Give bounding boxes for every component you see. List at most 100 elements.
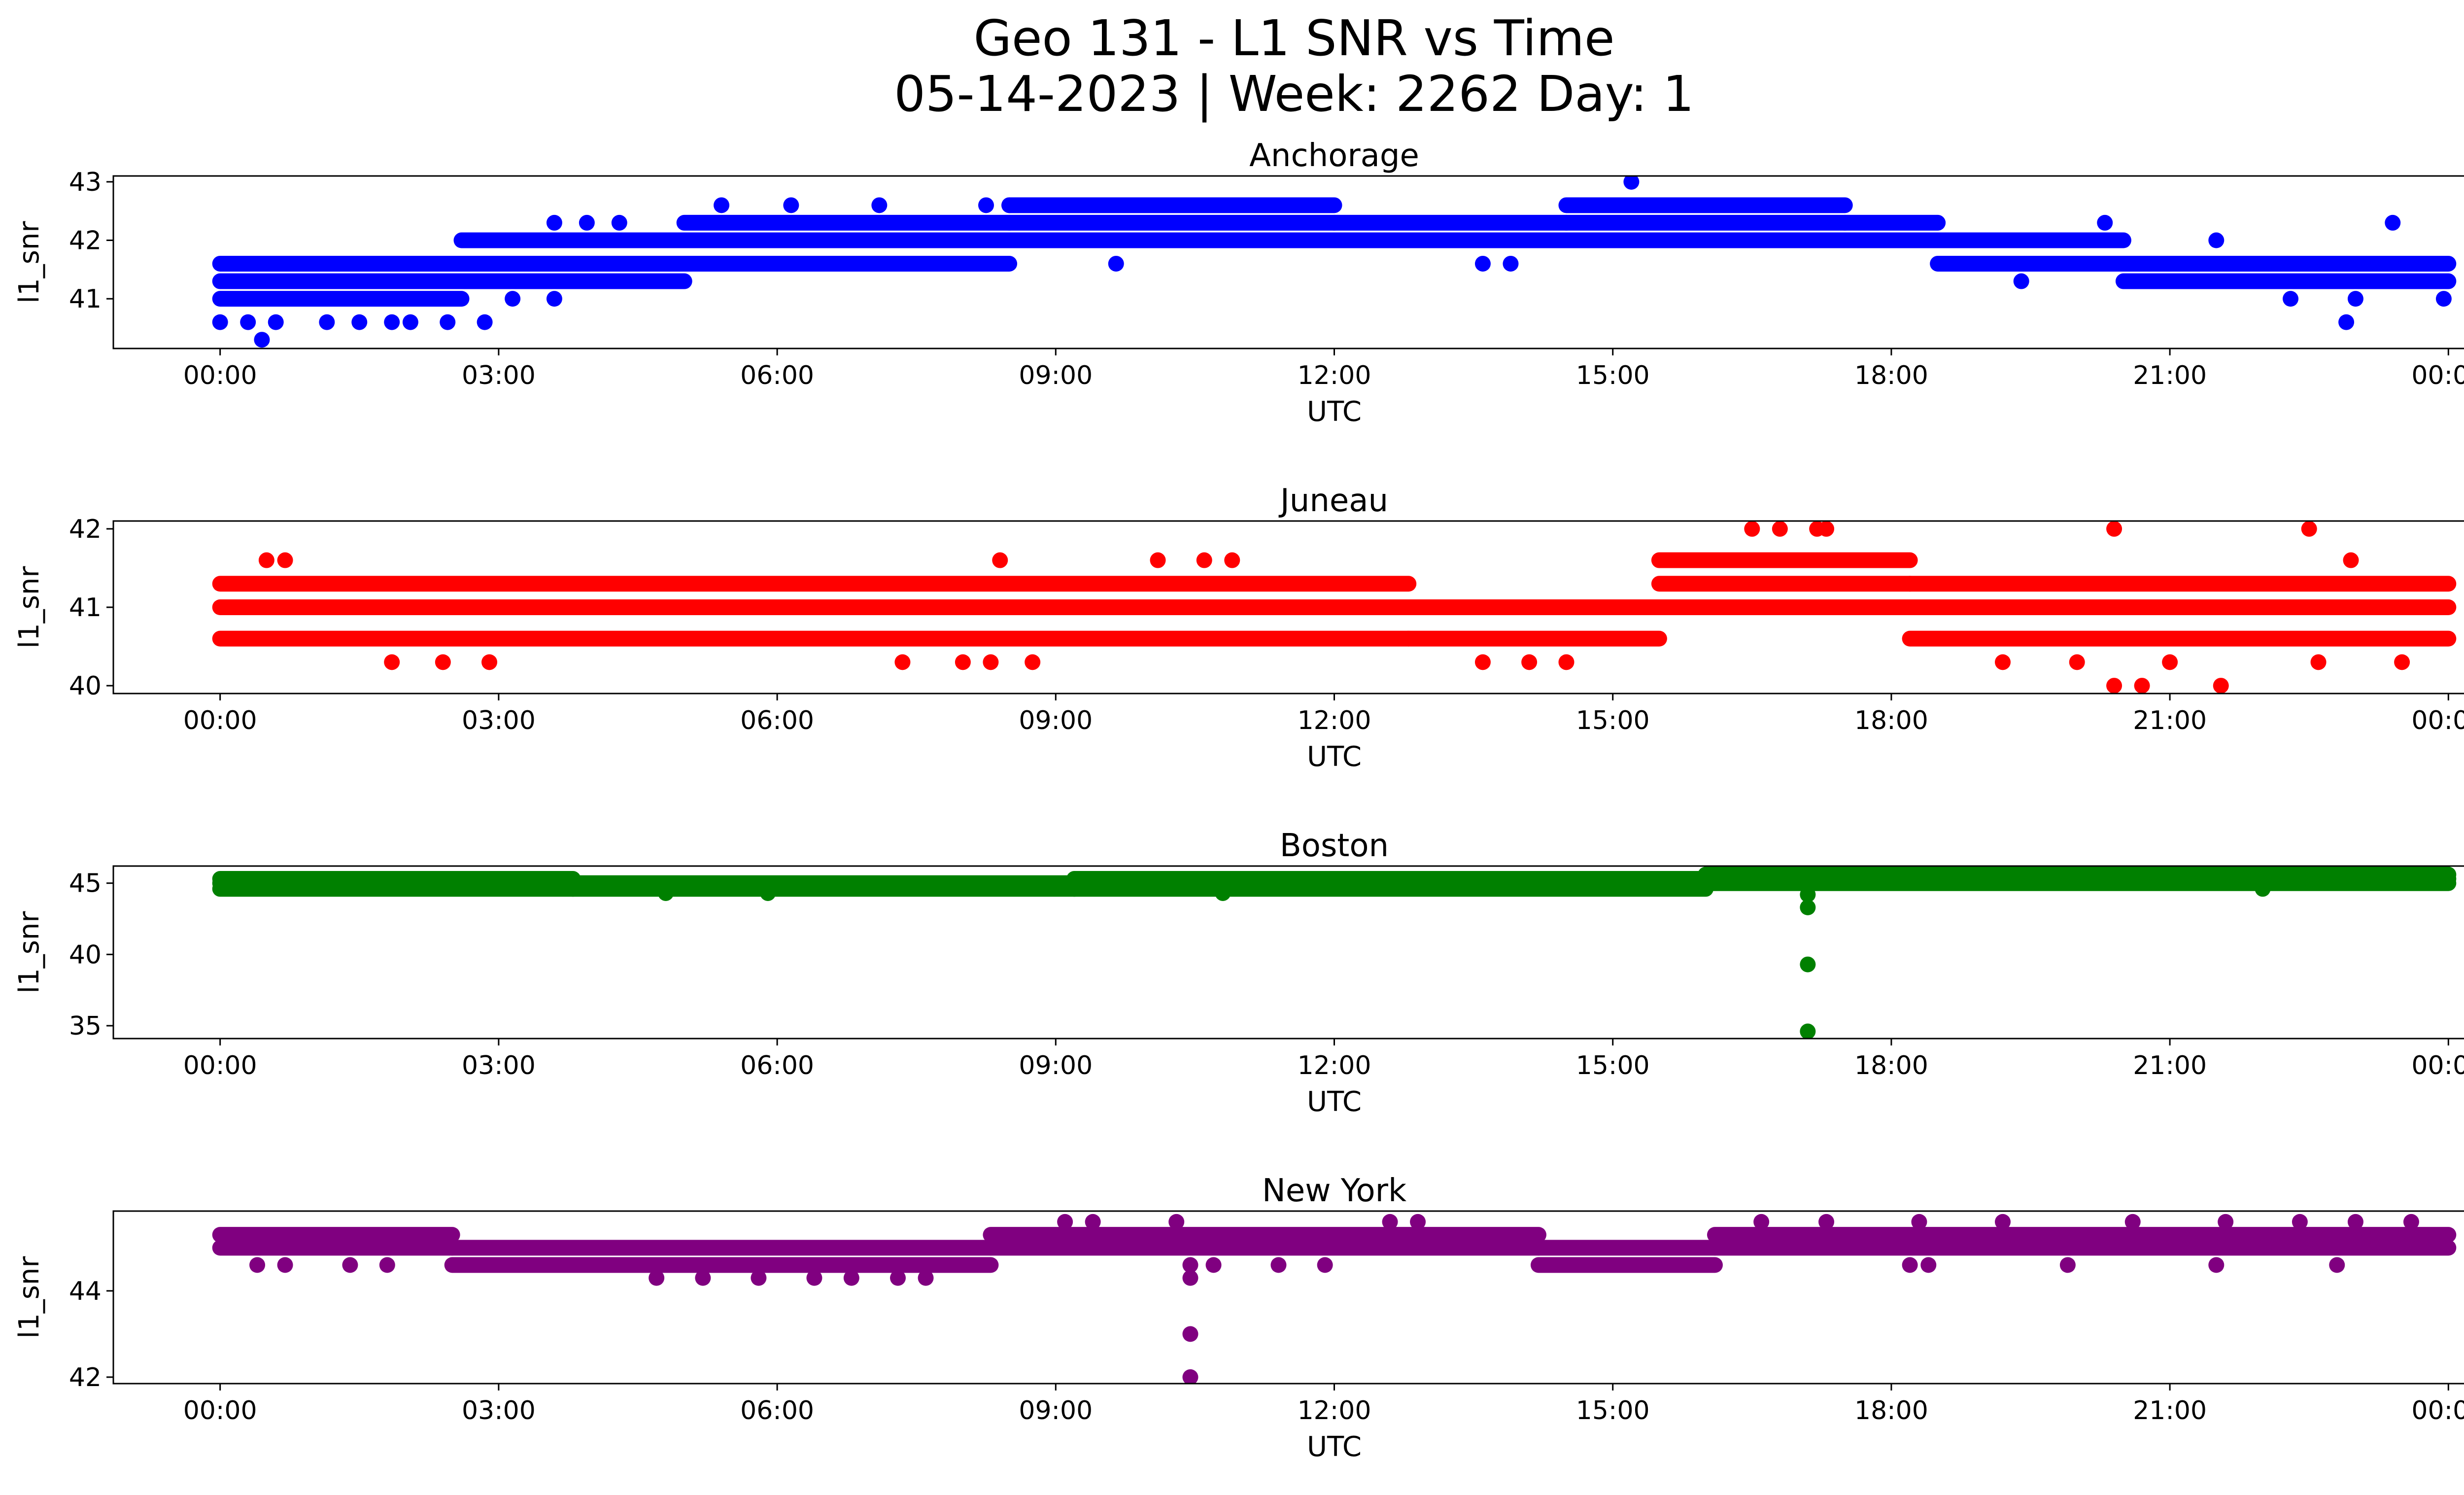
data-point [2106,678,2122,694]
y-axis-label: l1_snr [13,911,45,994]
x-tick-label: 00:00 [2411,1051,2464,1080]
data-point-band [1651,552,1918,568]
data-point [890,1270,906,1286]
data-point-band [1930,255,2131,272]
x-tick-label: 00:00 [2411,706,2464,735]
y-tick-label: 42 [69,226,102,256]
data-point [1503,255,1519,272]
data-point [611,214,627,231]
data-point [695,1270,711,1286]
data-point-band [1326,232,1574,248]
y-axis-label: l1_snr [13,566,45,649]
data-point [714,197,730,213]
data-point [1995,1214,2011,1230]
data-point [2385,214,2401,231]
data-point-band [983,1227,1546,1243]
x-tick-label: 12:00 [1298,706,1371,735]
x-tick-label: 06:00 [740,706,814,735]
data-point [2208,232,2224,248]
data-point [402,314,418,330]
x-tick-label: 15:00 [1576,361,1650,390]
y-axis-label: l1_snr [13,1256,45,1339]
data-series [212,867,2457,1039]
data-point-band [1066,871,1714,887]
data-point-band [212,1227,460,1243]
data-point-band [983,1240,1546,1256]
x-tick-label: 15:00 [1576,1051,1650,1080]
y-tick-label: 42 [69,1363,102,1392]
data-point [268,314,284,330]
x-axis-label: UTC [1307,1086,1362,1118]
data-point [277,1257,293,1273]
y-tick-label: 35 [69,1011,102,1041]
x-tick-label: 00:00 [2411,1396,2464,1425]
data-point-band [1707,1240,2457,1256]
data-point [240,314,256,330]
x-tick-label: 00:00 [2411,361,2464,390]
data-point [254,332,270,348]
data-point-band [2115,255,2457,272]
x-tick-label: 21:00 [2133,361,2207,390]
x-tick-label: 18:00 [1854,706,1928,735]
data-point [2106,521,2122,537]
data-point [1168,1214,1185,1230]
data-point [992,552,1008,568]
panel-title: Anchorage [1249,138,1419,174]
x-tick-label: 09:00 [1019,1051,1093,1080]
data-point [2394,654,2410,670]
data-point [657,885,674,901]
y-tick-label: 44 [69,1277,102,1306]
data-point-band [1902,576,2457,592]
data-point [2329,1257,2345,1273]
x-tick-label: 06:00 [740,1396,814,1425]
x-tick-label: 03:00 [462,1051,536,1080]
figure-title-line1: Geo 131 - L1 SNR vs Time [974,9,1615,67]
chart-panel-juneau: Juneau 00:00 03:00 06:00 09:00 12:00 15:00 18:0… [13,483,2464,773]
x-tick-label: 06:00 [740,1051,814,1080]
data-point [843,1270,859,1286]
data-point [1382,1214,1398,1230]
data-point [579,214,595,231]
data-point [2134,678,2150,694]
data-point [1182,1270,1198,1286]
chart-panel-boston: Boston 00:00 03:00 06:00 09:00 12:00 15:00 18:0… [13,828,2464,1118]
data-point-band [1558,214,1853,231]
data-point [783,197,799,213]
data-point [2218,1214,2234,1230]
data-point [751,1270,767,1286]
y-tick-label: 42 [69,515,102,544]
data-point [894,654,911,670]
x-tick-label: 00:00 [183,1051,257,1080]
data-point [1025,654,1041,670]
data-point [806,1270,822,1286]
data-point [435,654,451,670]
data-point [258,552,274,568]
y-tick-label: 41 [69,284,102,314]
data-point [1057,1214,1073,1230]
data-point [1150,552,1166,568]
x-axis-label: UTC [1307,396,1362,428]
data-point [1108,255,1124,272]
x-axis-label: UTC [1307,1431,1362,1463]
data-point [1753,599,1770,615]
data-point [955,654,971,670]
chart-panels: Anchorage 00:00 03:00 06:00 09:00 12:00 15:00 1… [13,138,2464,1463]
figure-title-line2: 05-14-2023 | Week: 2262 Day: 1 [894,65,1694,123]
x-tick-label: 03:00 [462,361,536,390]
data-point-band [1001,232,1342,248]
x-tick-label: 12:00 [1298,1051,1371,1080]
chart-panel-anchorage: Anchorage 00:00 03:00 06:00 09:00 12:00 15:00 1… [13,138,2464,428]
data-point [379,1257,395,1273]
data-series [212,176,2457,348]
data-point [2059,1257,2076,1273]
data-point-band [212,1240,460,1256]
data-point [1085,1214,1101,1230]
data-point-band [212,599,1417,615]
x-tick-label: 09:00 [1019,1396,1093,1425]
x-tick-label: 03:00 [462,1396,536,1425]
data-point-band [453,273,692,289]
data-point [384,314,400,330]
x-tick-label: 21:00 [2133,706,2207,735]
data-point [546,291,562,307]
